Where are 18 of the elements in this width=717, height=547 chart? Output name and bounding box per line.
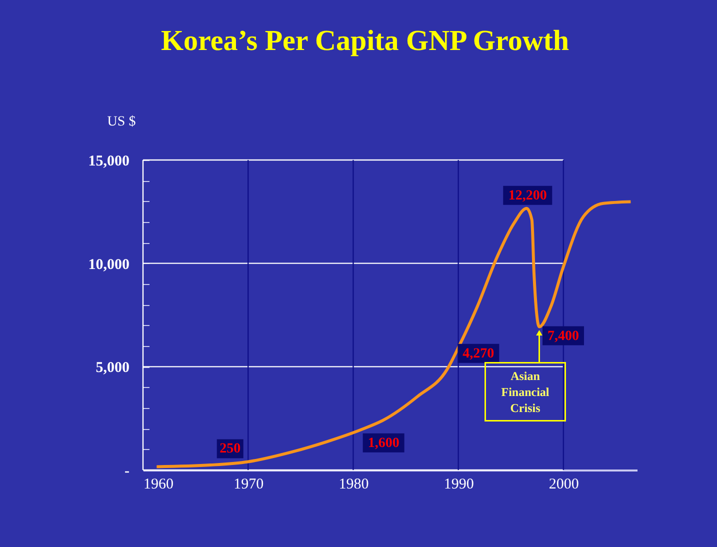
x-tick-label: 1970	[234, 476, 264, 492]
x-tick-label: 1990	[444, 476, 474, 492]
annotation: 250	[220, 442, 241, 457]
annotation: 1,600	[368, 436, 400, 451]
y-axis-title: US $	[107, 114, 136, 130]
y-tick-label: 10,000	[88, 256, 130, 273]
x-tick-label: 2000	[548, 476, 579, 492]
y-tick-label: -	[124, 464, 130, 480]
y-tick-label: 5,000	[96, 360, 130, 376]
line-series	[155, 200, 632, 468]
annotation: 7,400	[548, 328, 579, 344]
y-tick-label: 15,000	[88, 154, 130, 170]
annotation: Asian Financial Crisis	[501, 368, 550, 415]
x-tick-label: 1980	[338, 476, 369, 492]
x-tick-label: 1960	[144, 476, 174, 492]
chart-title: Korea’s Per Capita GNP Growth	[160, 25, 570, 57]
annotation: 12,200	[508, 188, 547, 204]
annotation: 4,270	[462, 346, 494, 362]
